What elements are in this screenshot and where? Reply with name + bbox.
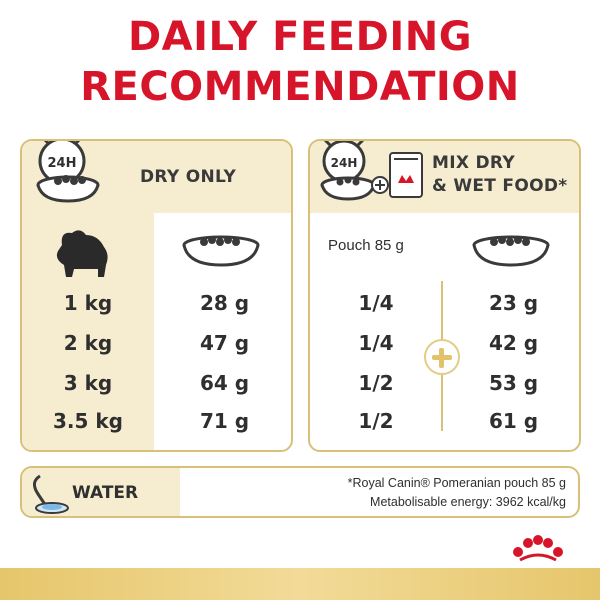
- footnote-pouch: *Royal Canin® Pomeranian pouch 85 g: [347, 476, 566, 490]
- amount-cell: 28 g: [199, 291, 250, 315]
- dry-only-panel: 24H DRY ONLY 1 kg 28 g 2 kg 47 g 3 kg 64…: [20, 139, 293, 452]
- clock-label: 24H: [48, 156, 77, 171]
- amount-cell: 61 g: [488, 409, 539, 433]
- dog-silhouette-icon: [56, 230, 108, 277]
- dry-bowl-icon: [472, 235, 550, 267]
- water-bowl-icon: [33, 474, 69, 514]
- amount-cell: 71 g: [199, 409, 250, 433]
- pouch-size-label: Pouch 85 g: [328, 237, 404, 254]
- pouch-fraction-cell: 1/2: [358, 409, 394, 433]
- royal-canin-crown-logo: [513, 535, 563, 562]
- dry-bowl-icon: [182, 235, 260, 267]
- gold-footer-band: [0, 568, 600, 600]
- mix-feeding-panel: 24H MIX DRY & WET FOOD* Pouch 85 g 1/4 2…: [308, 139, 581, 452]
- page-title-line1: DAILY FEEDING: [127, 14, 473, 60]
- amount-cell: 42 g: [488, 331, 539, 355]
- mix-feeding-label-line2: & WET FOOD*: [432, 176, 568, 196]
- amount-cell: 53 g: [488, 371, 539, 395]
- daily-bowl-clock-icon: 24H: [36, 141, 100, 203]
- water-label: WATER: [72, 483, 139, 503]
- pouch-fraction-cell: 1/4: [358, 331, 394, 355]
- pouch-fraction-cell: 1/4: [358, 291, 394, 315]
- mix-feeding-label-line1: MIX DRY: [432, 153, 515, 173]
- footnote-energy: Metabolisable energy: 3962 kcal/kg: [370, 495, 566, 509]
- weight-cell: 2 kg: [63, 331, 113, 355]
- clock-label: 24H: [331, 156, 358, 170]
- weight-cell: 3 kg: [63, 371, 113, 395]
- page-title-line2: RECOMMENDATION: [80, 64, 520, 110]
- pouch-fraction-cell: 1/2: [358, 371, 394, 395]
- mix-feeding-icon: 24H: [320, 141, 423, 201]
- amount-cell: 64 g: [199, 371, 250, 395]
- plus-icon: [424, 339, 460, 375]
- weight-cell: 1 kg: [63, 291, 113, 315]
- dry-only-label: DRY ONLY: [140, 167, 237, 187]
- amount-cell: 23 g: [488, 291, 539, 315]
- water-bar: WATER *Royal Canin® Pomeranian pouch 85 …: [20, 466, 580, 518]
- weight-cell: 3.5 kg: [52, 409, 123, 433]
- amount-cell: 47 g: [199, 331, 250, 355]
